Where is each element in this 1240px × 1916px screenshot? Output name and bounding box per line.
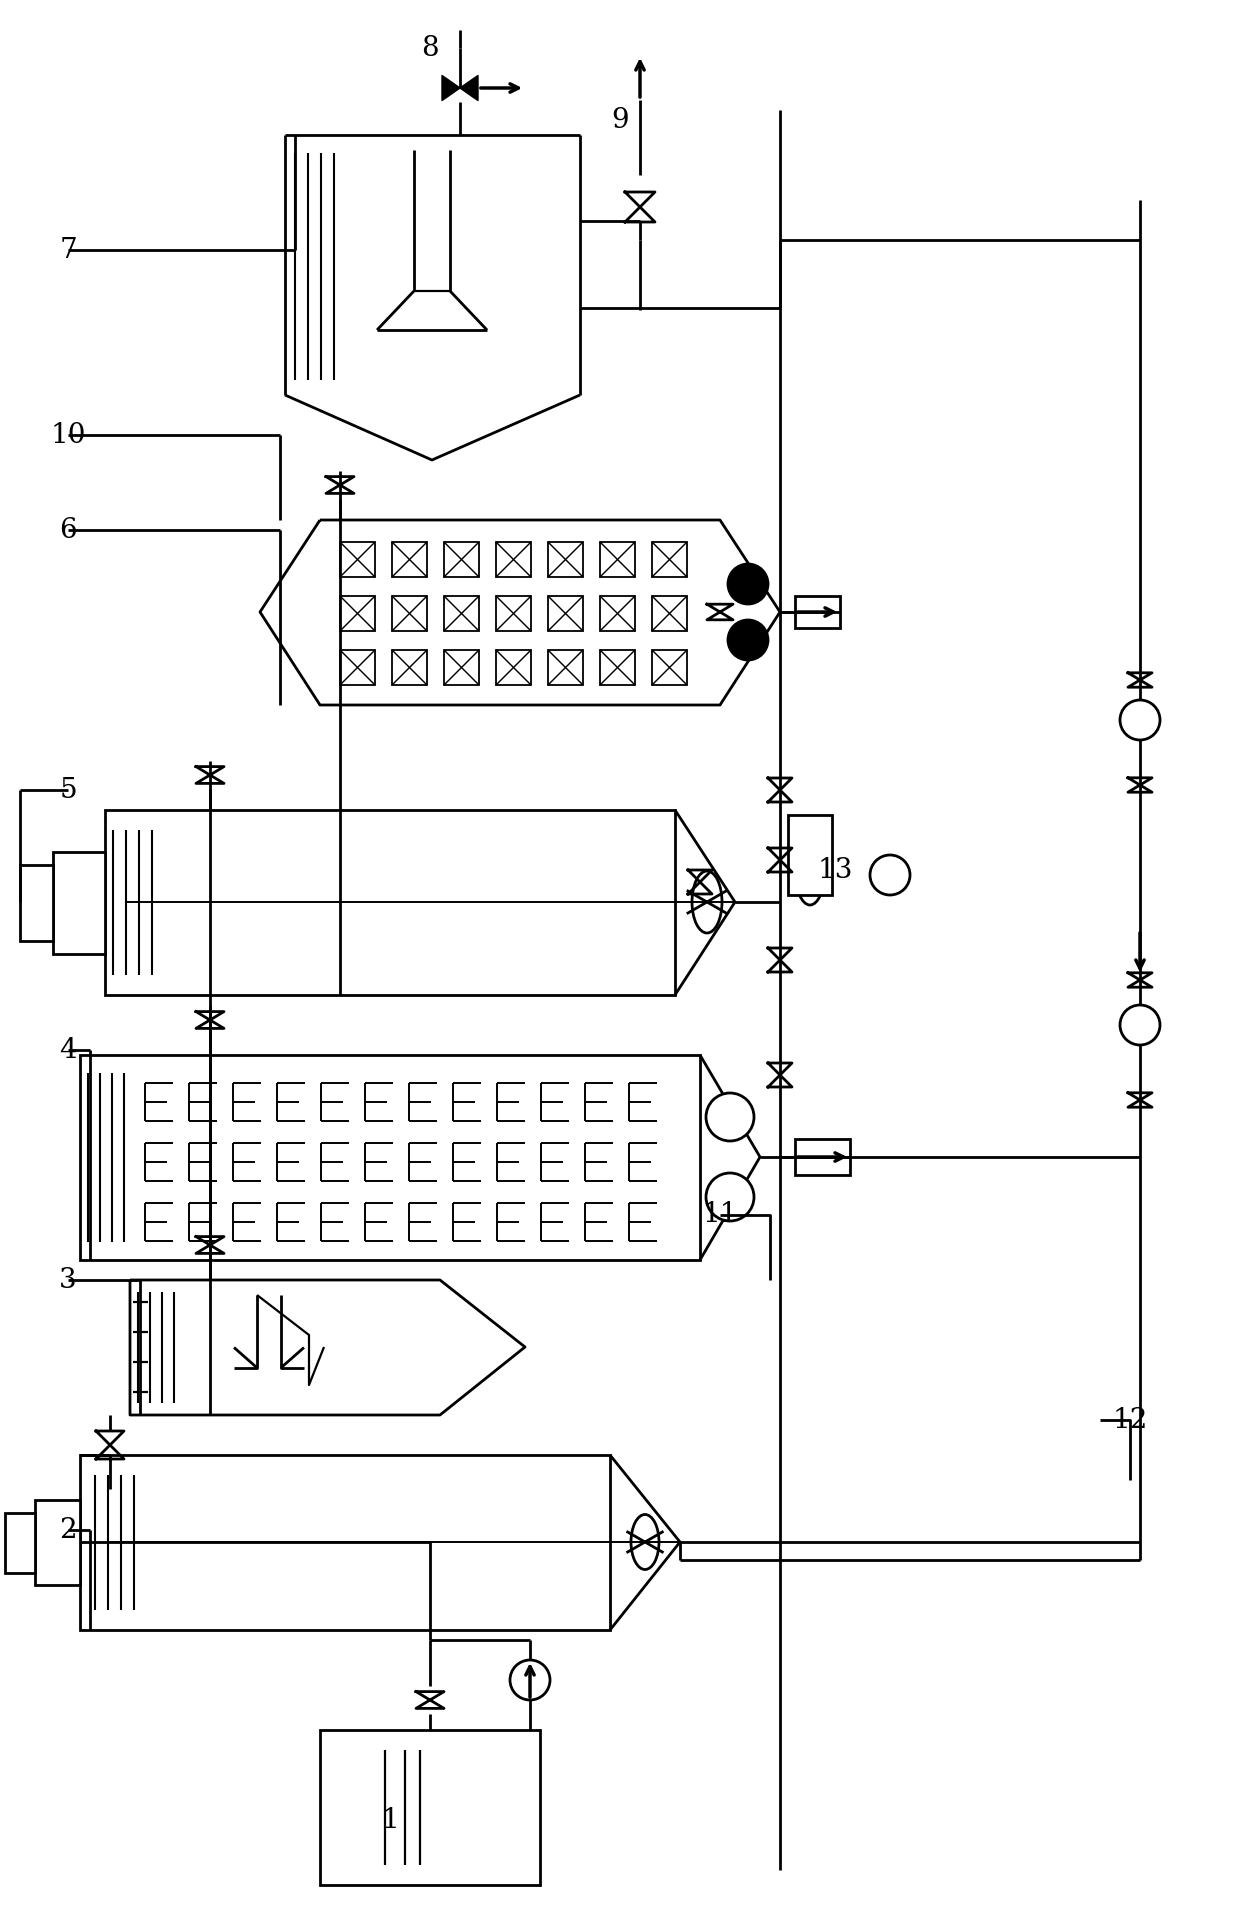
Circle shape	[728, 563, 768, 604]
Bar	[600, 650, 635, 686]
Circle shape	[706, 1173, 754, 1220]
Text: 9: 9	[611, 107, 629, 134]
Bar	[548, 596, 583, 630]
Bar	[496, 542, 531, 577]
Text: 12: 12	[1112, 1406, 1148, 1433]
Text: 5: 5	[60, 776, 77, 803]
Circle shape	[1120, 1006, 1159, 1044]
Bar	[20, 864, 53, 941]
Circle shape	[870, 855, 910, 895]
Text: 4: 4	[60, 1037, 77, 1063]
Bar	[81, 1454, 610, 1631]
Bar	[105, 810, 675, 994]
Bar	[444, 542, 479, 577]
Bar	[340, 542, 374, 577]
Bar	[340, 650, 374, 686]
Bar	[5, 1514, 35, 1573]
Bar	[35, 1500, 81, 1585]
Text: 1: 1	[381, 1807, 399, 1834]
Bar	[81, 1056, 701, 1261]
Text: 13: 13	[817, 856, 853, 883]
Polygon shape	[441, 75, 460, 102]
Bar	[548, 542, 583, 577]
Bar	[548, 650, 583, 686]
Bar	[496, 596, 531, 630]
Bar	[392, 650, 427, 686]
Bar	[53, 853, 105, 954]
Bar	[392, 596, 427, 630]
Bar	[600, 542, 635, 577]
Bar	[444, 596, 479, 630]
Polygon shape	[460, 75, 477, 102]
Bar	[795, 596, 839, 628]
Bar	[652, 596, 687, 630]
Text: 6: 6	[60, 517, 77, 544]
Bar	[652, 542, 687, 577]
Text: 2: 2	[60, 1516, 77, 1544]
Bar	[787, 814, 832, 895]
Text: 8: 8	[422, 34, 439, 61]
Circle shape	[728, 621, 768, 659]
Bar	[600, 596, 635, 630]
Bar	[652, 650, 687, 686]
Bar	[392, 542, 427, 577]
Circle shape	[1120, 699, 1159, 740]
Circle shape	[706, 1092, 754, 1142]
Circle shape	[510, 1659, 551, 1699]
Bar	[444, 650, 479, 686]
Bar	[320, 1730, 539, 1885]
Text: 10: 10	[51, 422, 86, 448]
Text: 11: 11	[702, 1201, 738, 1228]
Text: 3: 3	[60, 1266, 77, 1293]
Bar	[496, 650, 531, 686]
Bar	[340, 596, 374, 630]
Bar	[795, 1138, 849, 1175]
Text: 7: 7	[60, 236, 77, 264]
